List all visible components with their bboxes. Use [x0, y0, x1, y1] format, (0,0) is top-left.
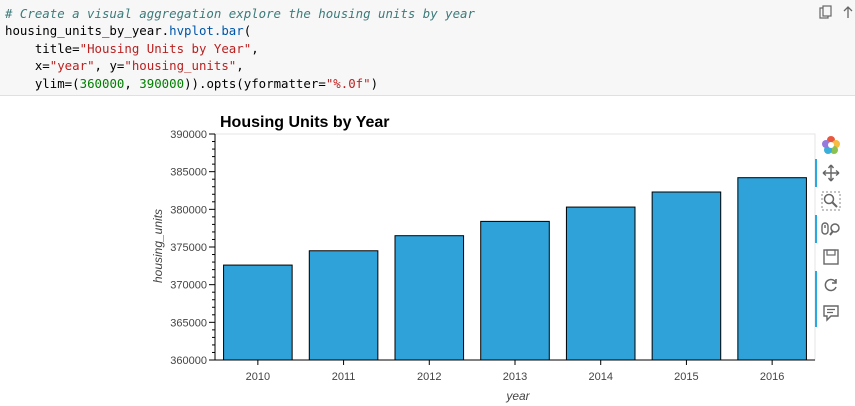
arrow-up-icon[interactable] [840, 5, 855, 21]
y-tick-label: 375000 [170, 242, 207, 254]
box-zoom-icon[interactable] [815, 187, 847, 215]
bar[interactable] [480, 220, 550, 361]
y-tick-label: 370000 [170, 280, 207, 292]
bar[interactable] [308, 250, 379, 361]
active-indicator [815, 159, 817, 187]
code-string: "Housing Units by Year" [79, 40, 252, 56]
bar[interactable] [565, 206, 636, 361]
code-function: hvplot.bar [169, 23, 244, 39]
chart-title: Housing Units by Year [220, 114, 390, 131]
code-arg: title= [5, 40, 80, 56]
code-number: 360000 [79, 75, 125, 91]
code-editor[interactable]: # Create a visual aggregation explore th… [5, 5, 475, 92]
code-punct: , [124, 75, 140, 91]
y-tick-label: 390000 [170, 129, 207, 141]
x-tick-label: 2012 [417, 371, 441, 383]
code-arg: ylim=( [5, 75, 80, 91]
hover-icon[interactable] [815, 299, 847, 327]
bar-chart: Housing Units by Year 360000 365000 370000… [151, 114, 816, 403]
y-tick-label: 365000 [170, 317, 207, 329]
bar[interactable] [223, 264, 293, 361]
y-tick-label: 360000 [170, 355, 207, 367]
y-axis: 360000 365000 370000 375000 380000 385000 3900… [170, 129, 216, 367]
code-punct: , [251, 40, 259, 56]
copy-icon[interactable] [818, 5, 834, 21]
x-axis-label: year [505, 389, 530, 403]
active-indicator [815, 271, 817, 299]
code-object: housing_units_by_year. [5, 23, 170, 39]
code-string: "%.0f" [325, 75, 371, 91]
code-punct: ) [370, 75, 379, 91]
x-axis: 2010 2011 2012 2013 2014 2015 2016 [215, 359, 815, 383]
x-tick-label: 2011 [332, 371, 356, 383]
code-number: 390000 [139, 75, 185, 91]
code-comment: # Create a visual aggregation explore th… [5, 6, 475, 21]
code-arg: x= [5, 58, 50, 74]
wheel-zoom-icon[interactable] [815, 215, 847, 243]
bokeh-logo-icon[interactable] [815, 131, 847, 159]
code-punct: , [236, 58, 244, 74]
code-arg: , y= [94, 58, 125, 74]
reset-icon[interactable] [815, 271, 847, 299]
x-tick-label: 2014 [588, 371, 612, 383]
code-string: "housing_units" [124, 58, 237, 74]
code-paren: ( [243, 23, 252, 39]
y-tick-label: 380000 [170, 204, 207, 216]
plot-toolbar [815, 131, 847, 343]
code-cell[interactable]: # Create a visual aggregation explore th… [0, 0, 855, 96]
save-icon[interactable] [815, 243, 847, 271]
active-indicator [815, 299, 817, 327]
bar[interactable] [394, 235, 465, 361]
active-indicator [815, 215, 817, 243]
x-tick-label: 2010 [246, 371, 270, 383]
pan-icon[interactable] [815, 159, 847, 187]
x-tick-label: 2015 [674, 371, 698, 383]
x-tick-label: 2016 [760, 371, 784, 383]
chart-output: Housing Units by Year 360000 365000 370000… [0, 96, 855, 406]
bars [223, 177, 807, 361]
y-tick-label: 385000 [170, 167, 207, 179]
code-arg: )).opts(yformatter= [184, 75, 326, 91]
code-string: "year" [49, 58, 95, 74]
bar[interactable] [651, 191, 722, 361]
x-tick-label: 2013 [503, 371, 527, 383]
bar[interactable] [737, 177, 807, 361]
y-axis-label: housing_units [151, 209, 165, 283]
